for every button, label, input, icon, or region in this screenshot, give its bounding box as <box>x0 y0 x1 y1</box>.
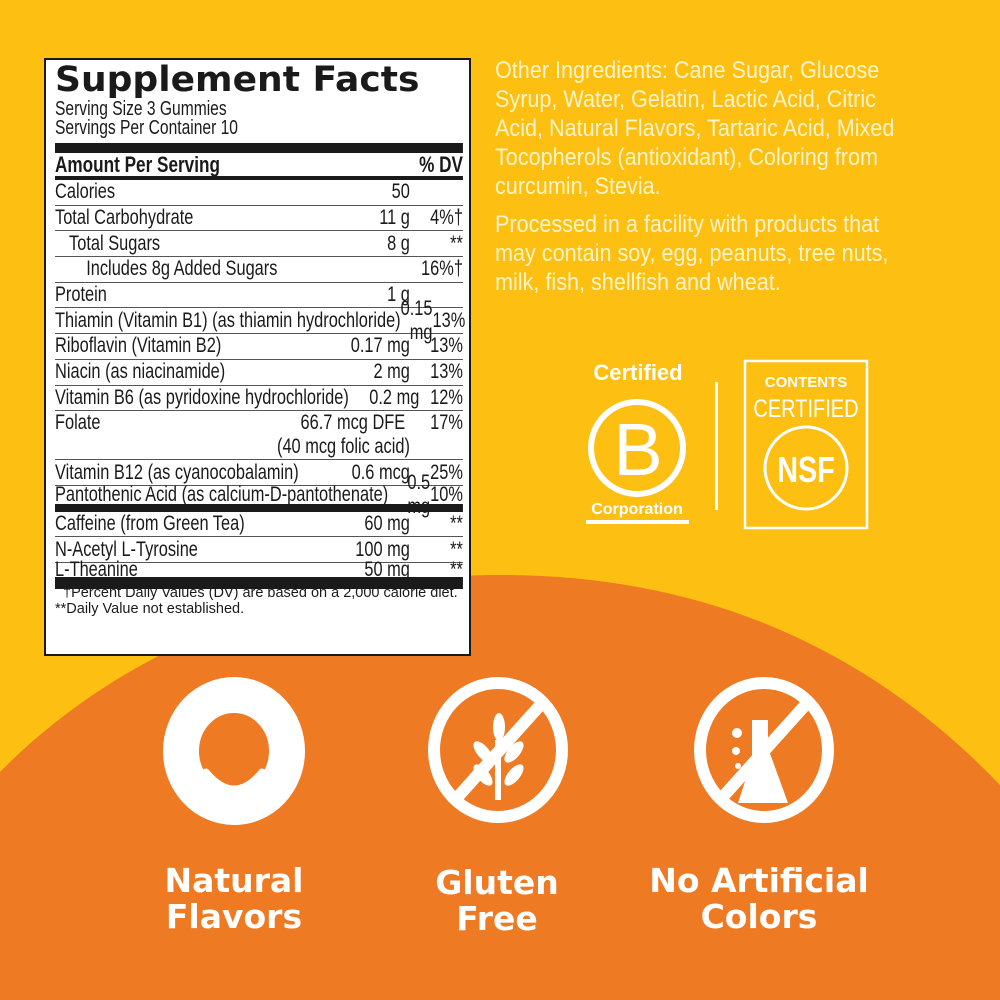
table-row: Vitamin B6 (as pyridoxine hydrochloride)… <box>55 386 463 412</box>
table-row: Vitamin B12 (as cyanocobalamin) 0.6 mcg 25… <box>55 460 463 486</box>
feature-label: Natural <box>164 861 304 900</box>
table-row: Niacin (as niacinamide) 2 mg 13% <box>55 360 463 386</box>
other-ingredients: Other Ingredients: Cane Sugar, Glucose S… <box>495 57 895 200</box>
ingredients-block: Other Ingredients: Cane Sugar, Glucose S… <box>495 56 909 306</box>
nsf-logo: CONTENTS CERTIFIED NSF <box>743 359 869 530</box>
feature-no-artificial-colors: No Artificial Colors <box>609 863 909 935</box>
nutrient-dv: ** <box>450 231 463 255</box>
nutrient-amount: 0.15 mg <box>400 296 433 344</box>
logo-divider <box>715 382 718 510</box>
nutrient-amount: 66.7 mcg DFE <box>300 411 406 435</box>
nutrient-dv: ** <box>450 537 463 561</box>
table-row: L-Theanine 50 mg ** <box>55 558 463 589</box>
nutrient-dv: 12% <box>430 385 463 409</box>
nutrient-name: Pantothenic Acid (as calcium-D-pantothen… <box>55 482 389 506</box>
nutrient-dv: ** <box>450 511 463 535</box>
feature-natural-flavors: Natural Flavors <box>104 863 364 935</box>
table-row: Caffeine (from Green Tea) 60 mg ** <box>55 512 463 538</box>
nutrient-name: Calories <box>55 180 116 204</box>
no-flask-icon <box>694 677 834 823</box>
table-row: Thiamin (Vitamin B1) (as thiamin hydroch… <box>55 297 466 344</box>
table-row: Riboflavin (Vitamin B2) 0.17 mg 13% <box>55 334 463 360</box>
smile-icon <box>163 677 305 825</box>
bcorp-logo: Certified B Corporation <box>586 360 689 524</box>
nutrient-dv: 16%† <box>421 257 463 281</box>
footnote-not-established: **Daily Value not established. <box>55 600 245 617</box>
panel-title: Supplement Facts <box>55 60 420 100</box>
nutrient-amount: 0.2 mg <box>369 385 420 409</box>
table-row: Includes 8g Added Sugars 16%† <box>55 257 463 283</box>
nutrient-name: N-Acetyl L-Tyrosine <box>55 537 198 561</box>
feature-label: Free <box>456 899 538 938</box>
footnote-dv: †Percent Daily Values (DV) are based on … <box>63 584 458 601</box>
feature-label: Gluten <box>435 863 559 902</box>
nutrient-dv: 4%† <box>430 206 463 230</box>
table-row: N-Acetyl L-Tyrosine 100 mg ** <box>55 537 463 563</box>
nutrient-amount-detail: (40 mcg folic acid) <box>276 435 410 459</box>
svg-text:Corporation: Corporation <box>591 501 683 518</box>
nutrient-dv: 25% <box>430 460 463 484</box>
nutrient-dv: ** <box>450 557 463 581</box>
feature-label: Colors <box>700 897 818 936</box>
nutrient-name: Total Carbohydrate <box>55 206 194 230</box>
nutrient-name: Thiamin (Vitamin B1) (as thiamin hydroch… <box>55 308 401 332</box>
nutrient-amount: 1 g <box>387 283 410 307</box>
table-row: Folate 66.7 mcg DFE (40 mcg folic acid) 17% <box>55 411 463 461</box>
nutrient-name: Vitamin B12 (as cyanocobalamin) <box>55 460 299 484</box>
nutrient-name: Folate <box>55 411 101 435</box>
nutrient-name: Includes 8g Added Sugars <box>86 257 278 281</box>
allergen-statement: Processed in a facility with products th… <box>495 211 889 296</box>
serving-size: Serving Size 3 Gummies <box>55 98 227 120</box>
feature-gluten-free: Gluten Free <box>367 865 627 937</box>
table-row: Protein 1 g <box>55 283 463 309</box>
supplement-facts-panel: Supplement Facts Serving Size 3 Gummies … <box>44 58 471 656</box>
nutrient-name: Caffeine (from Green Tea) <box>55 511 245 535</box>
feature-label: Flavors <box>165 897 303 936</box>
nutrient-name: L-Theanine <box>55 557 138 581</box>
svg-text:CONTENTS: CONTENTS <box>765 374 848 391</box>
nutrient-amount: 0.6 mcg <box>351 460 410 484</box>
nutrient-amount: 60 mg <box>364 511 410 535</box>
nutrient-name: Vitamin B6 (as pyridoxine hydrochloride) <box>55 385 349 409</box>
nutrient-dv: 13% <box>430 360 463 384</box>
nutrient-amount: 11 g <box>379 206 410 230</box>
table-row: Total Carbohydrate 11 g 4%† <box>55 206 463 232</box>
nutrient-dv: 10% <box>430 482 463 506</box>
svg-text:B: B <box>613 408 662 491</box>
nutrient-dv: 13% <box>430 334 463 358</box>
table-header: Amount Per Serving % DV <box>55 151 463 180</box>
dv-header: % DV <box>419 151 463 177</box>
svg-text:NSF: NSF <box>777 449 835 490</box>
nutrient-dv: 17% <box>430 411 463 435</box>
table-row: Pantothenic Acid (as calcium-D-pantothen… <box>55 471 463 518</box>
nutrient-amount: 100 mg <box>355 537 410 561</box>
amount-per-serving-header: Amount Per Serving <box>55 151 220 177</box>
nutrient-amount: 0.17 mg <box>350 334 410 358</box>
nutrient-amount: 50 <box>391 180 410 204</box>
feature-label: No Artificial <box>649 861 869 900</box>
nutrient-name: Protein <box>55 283 107 307</box>
nutrient-name: Total Sugars <box>69 231 161 255</box>
no-wheat-icon <box>428 677 568 823</box>
servings-per-container: Servings Per Container 10 <box>55 117 238 139</box>
nutrient-amount: 2 mg <box>373 360 410 384</box>
nutrient-name: Riboflavin (Vitamin B2) <box>55 334 222 358</box>
svg-text:CERTIFIED: CERTIFIED <box>753 395 858 423</box>
nutrient-dv: 13% <box>432 308 466 332</box>
nutrient-name: Niacin (as niacinamide) <box>55 360 226 384</box>
table-row: Calories 50 <box>55 180 463 206</box>
nutrient-amount: 50 mg <box>364 557 410 581</box>
table-row: Total Sugars 8 g ** <box>55 231 463 258</box>
svg-text:Certified: Certified <box>593 360 682 385</box>
nutrient-amount: 0.5 mg <box>407 470 431 518</box>
divider-bar <box>55 143 463 153</box>
nutrient-amount: 8 g <box>387 231 410 255</box>
